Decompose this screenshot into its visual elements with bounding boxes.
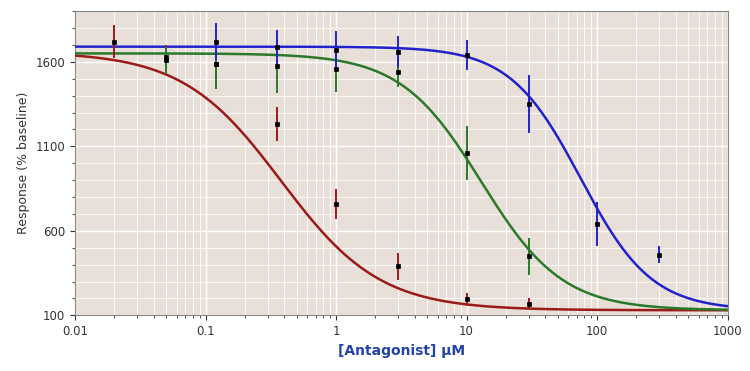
X-axis label: [Antagonist] μM: [Antagonist] μM — [338, 344, 465, 358]
Y-axis label: Response (% baseline): Response (% baseline) — [17, 92, 30, 234]
